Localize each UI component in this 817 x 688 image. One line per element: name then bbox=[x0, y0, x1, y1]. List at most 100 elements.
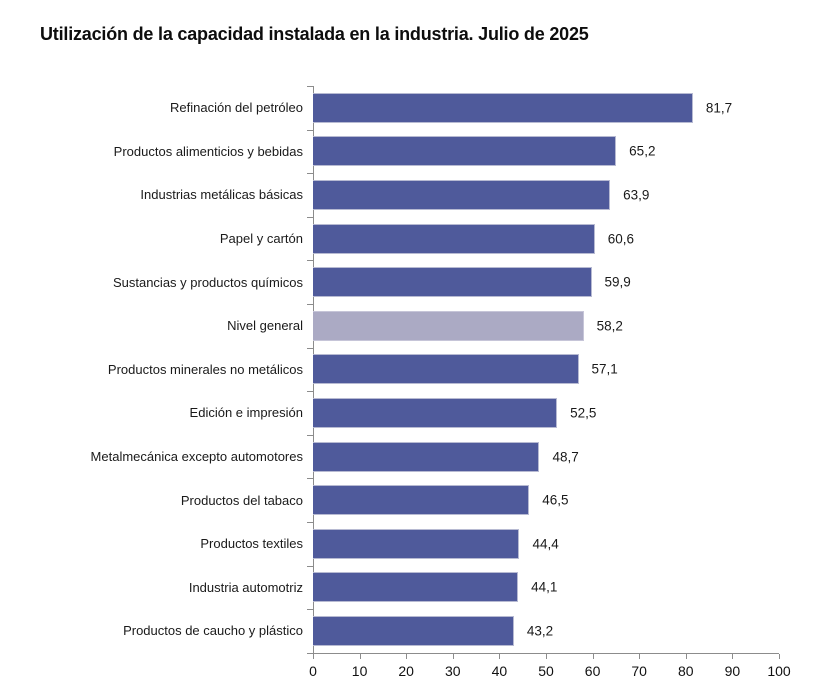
value-label: 60,6 bbox=[607, 231, 635, 247]
category-tick bbox=[307, 216, 313, 218]
x-axis-tick bbox=[685, 653, 687, 659]
value-label: 52,5 bbox=[570, 405, 597, 421]
category-label: Industrias metálicas básicas bbox=[140, 187, 303, 203]
bar-row: Productos de caucho y plástico 43,2 bbox=[40, 609, 817, 653]
value-label: 46,5 bbox=[542, 492, 569, 508]
category-label: Nivel general bbox=[227, 318, 303, 334]
bar bbox=[313, 136, 617, 167]
x-axis-tick-label: 50 bbox=[538, 662, 554, 679]
x-axis-tick bbox=[639, 653, 641, 659]
bar-row: Edición e impresión 52,5 bbox=[40, 391, 817, 435]
bar-track: 57,1 bbox=[313, 354, 778, 385]
bar-track: 63,9 bbox=[313, 179, 778, 210]
category-label: Papel y cartón bbox=[219, 231, 303, 247]
x-axis-tick-label: 40 bbox=[491, 662, 508, 679]
x-axis-tick bbox=[546, 653, 547, 659]
bar bbox=[313, 92, 693, 123]
value-label: 48,7 bbox=[552, 449, 579, 465]
category-tick bbox=[307, 86, 313, 87]
category-tick bbox=[307, 260, 313, 262]
bar-track: 46,5 bbox=[313, 485, 778, 516]
bar-row: Productos del tabaco 46,5 bbox=[40, 478, 817, 522]
x-axis-tick bbox=[359, 653, 361, 659]
x-axis-tick-label: 100 bbox=[767, 662, 791, 679]
x-axis-tick-label: 90 bbox=[724, 662, 741, 679]
value-label: 44,1 bbox=[531, 579, 558, 595]
category-tick bbox=[307, 565, 313, 567]
value-axis: 0 10 20 30 40 50 60 70 80 90 100 bbox=[309, 652, 791, 683]
bar-row: Productos alimenticios y bebidas 65,2 bbox=[40, 130, 817, 174]
bar-track: 59,9 bbox=[313, 267, 778, 298]
category-label: Productos de caucho y plástico bbox=[123, 623, 303, 639]
bar-row: Refinación del petróleo 81,7 bbox=[40, 86, 817, 130]
category-tick bbox=[307, 173, 313, 175]
bar bbox=[313, 267, 592, 298]
bar bbox=[313, 485, 530, 516]
bar-track: 81,7 bbox=[313, 92, 778, 123]
bar bbox=[313, 179, 611, 210]
x-axis-tick-label: 80 bbox=[678, 662, 694, 679]
x-axis-tick bbox=[779, 653, 780, 659]
value-label: 57,1 bbox=[591, 361, 618, 377]
bar-track: 58,2 bbox=[313, 310, 778, 341]
category-tick bbox=[307, 652, 313, 654]
x-axis-tick bbox=[732, 653, 734, 659]
bar-rows: Refinación del petróleo 81,7 Productos ali… bbox=[40, 86, 817, 654]
bar-track: 65,2 bbox=[313, 136, 778, 167]
bar-track: 44,4 bbox=[313, 528, 778, 559]
x-axis-tick-label: 70 bbox=[631, 662, 647, 679]
category-label: Productos minerales no metálicos bbox=[107, 361, 303, 377]
bar-track: 44,1 bbox=[313, 572, 778, 603]
category-label: Refinación del petróleo bbox=[170, 100, 303, 116]
bar bbox=[313, 441, 540, 472]
x-axis-tick-label: 0 bbox=[309, 662, 317, 679]
value-label: 58,2 bbox=[596, 318, 623, 334]
x-axis-tick bbox=[592, 653, 594, 659]
category-label: Productos alimenticios y bebidas bbox=[113, 143, 303, 159]
category-tick bbox=[307, 129, 313, 131]
x-axis-tick bbox=[499, 653, 501, 659]
category-tick bbox=[307, 304, 313, 305]
bar-row: Productos minerales no metálicos 57,1 bbox=[40, 348, 817, 392]
x-axis-tick-label: 20 bbox=[398, 662, 414, 679]
bar bbox=[313, 223, 595, 254]
x-axis-tick-label: 30 bbox=[445, 662, 461, 679]
bar bbox=[313, 615, 514, 646]
category-tick bbox=[307, 347, 313, 349]
value-label: 43,2 bbox=[526, 623, 554, 639]
category-tick bbox=[307, 522, 313, 523]
value-label: 44,4 bbox=[532, 536, 559, 552]
value-label: 59,9 bbox=[604, 274, 631, 290]
chart-title: Utilización de la capacidad instalada en… bbox=[40, 24, 589, 44]
bar bbox=[313, 397, 558, 428]
category-tick bbox=[307, 434, 313, 436]
category-tick bbox=[307, 478, 313, 480]
bar-track: 48,7 bbox=[313, 441, 778, 472]
category-tick bbox=[307, 609, 313, 611]
value-label: 65,2 bbox=[629, 143, 656, 159]
bar bbox=[313, 354, 579, 385]
bar-row: Nivel general 58,2 bbox=[40, 304, 817, 348]
bar-row: Productos textiles 44,4 bbox=[40, 522, 817, 566]
bar bbox=[313, 572, 519, 603]
x-axis-tick bbox=[452, 653, 454, 659]
bar-row: Metalmecánica excepto automotores 48,7 bbox=[40, 435, 817, 479]
bar bbox=[313, 528, 520, 559]
bar-row: Sustancias y productos químicos 59,9 bbox=[40, 260, 817, 304]
bar-highlight bbox=[313, 310, 584, 341]
value-label: 81,7 bbox=[705, 100, 733, 116]
x-axis-tick bbox=[313, 653, 314, 659]
category-label: Productos textiles bbox=[200, 536, 303, 552]
bar-row: Papel y cartón 60,6 bbox=[40, 217, 817, 261]
category-label: Productos del tabaco bbox=[180, 492, 303, 508]
category-label: Metalmecánica excepto automotores bbox=[90, 449, 303, 465]
category-label: Sustancias y productos químicos bbox=[112, 274, 303, 290]
x-axis-tick-label: 10 bbox=[351, 662, 368, 679]
bar-track: 43,2 bbox=[313, 615, 778, 646]
category-label: Edición e impresión bbox=[189, 405, 303, 421]
value-label: 63,9 bbox=[623, 187, 650, 203]
x-axis-tick-label: 60 bbox=[584, 662, 601, 679]
bar-chart: Refinación del petróleo 81,7 Productos ali… bbox=[40, 86, 817, 683]
category-label: Industria automotriz bbox=[188, 579, 303, 595]
